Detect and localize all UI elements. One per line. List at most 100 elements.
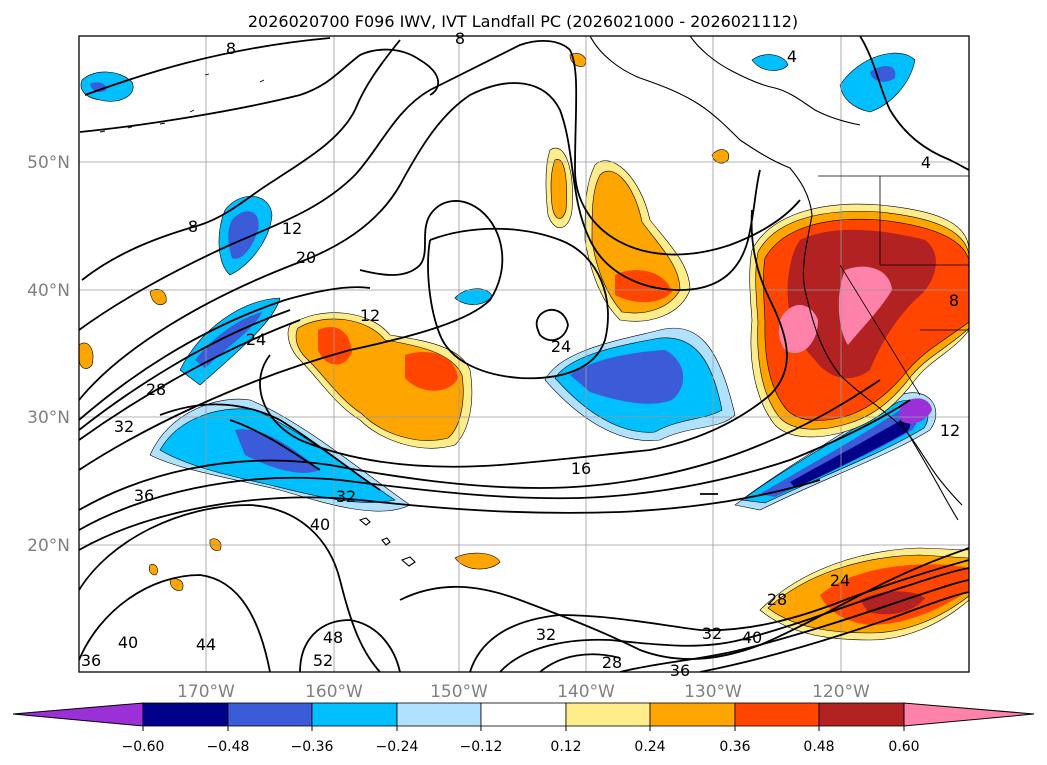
shade-negative-core [870, 66, 896, 82]
map-frame [78, 35, 970, 673]
contour-label-group: 8 8 8 4 4 12 20 12 24 24 28 32 16 36 32 … [81, 29, 960, 680]
shade-positive-core [405, 351, 458, 391]
state-borders [839, 176, 969, 396]
contour-label: 52 [313, 651, 333, 670]
contour-line [859, 36, 969, 171]
contour-label: 40 [742, 628, 762, 647]
contour-line [79, 286, 371, 421]
colorbar-tick-label: −0.48 [207, 739, 250, 755]
baja-coastline [899, 419, 959, 521]
lat-label: 20°N [27, 536, 70, 556]
contour-label: 24 [830, 571, 850, 590]
shade-negative-core [790, 418, 911, 488]
contour-label: 32 [114, 417, 134, 436]
colorbar-segment [311, 702, 398, 727]
colorbar-tick-label: −0.24 [376, 739, 419, 755]
lon-label: 130°W [684, 682, 742, 702]
shade-positive-patch [550, 159, 567, 219]
contour-label: 36 [670, 661, 690, 680]
contour-label: 8 [455, 29, 465, 48]
contour-label: 36 [134, 486, 154, 505]
contour-label: 8 [949, 291, 959, 310]
contour-label: 28 [146, 380, 166, 399]
alaska-coastline [689, 36, 861, 126]
contour-label: 24 [246, 330, 266, 349]
contour-line [79, 574, 271, 672]
contour-label: 24 [551, 337, 571, 356]
contour-lines [79, 36, 969, 672]
lon-label: 140°W [557, 682, 615, 702]
lon-label: 150°W [430, 682, 488, 702]
colorbar-segment [227, 702, 313, 727]
shade-positive-core [778, 305, 818, 354]
lat-label: 50°N [27, 153, 70, 173]
shade-positive-core [318, 326, 352, 365]
contour-line [299, 619, 401, 672]
colorbar-ticks [142, 726, 905, 731]
shade-positive-patch [454, 552, 501, 570]
shade-positive-patch [149, 288, 167, 305]
contour-label: 12 [360, 306, 380, 325]
contour-label: 4 [921, 153, 931, 172]
contour-line [699, 591, 969, 672]
contour-line [79, 39, 801, 331]
contour-label: 12 [282, 219, 302, 238]
aleutian-islands [99, 73, 265, 133]
shade-negative-core [570, 350, 684, 404]
contour-label: 32 [336, 487, 356, 506]
shade-positive-patch [79, 342, 94, 369]
contour-label: 40 [310, 515, 330, 534]
colorbar-segment [480, 702, 567, 727]
coastlines [99, 36, 969, 567]
colorbar-tick-label: 0.60 [888, 739, 919, 755]
shade-negative-patch [839, 52, 916, 113]
contour-line [79, 82, 761, 401]
contour-label: 40 [118, 633, 138, 652]
contour-label: 4 [787, 47, 797, 66]
contour-line [259, 209, 788, 468]
shade-negative-core [760, 409, 917, 497]
shade-positive-patch [711, 149, 730, 164]
contour-line [539, 653, 621, 672]
colorbar-segment [734, 702, 820, 727]
contour-line [84, 37, 331, 96]
contour-label: 48 [323, 628, 343, 647]
contour-line [619, 579, 969, 672]
contour-label: 28 [602, 653, 622, 672]
contour-line [499, 567, 969, 672]
contour-label: 32 [702, 624, 722, 643]
contour-line [427, 227, 609, 380]
colorbar-tick-label: 0.24 [634, 739, 665, 755]
lon-label: 160°W [305, 682, 363, 702]
contour-label: 16 [571, 459, 591, 478]
contour-line [79, 504, 381, 672]
lon-label: 170°W [177, 682, 235, 702]
longitude-labels: 170°W 160°W 150°W 140°W 130°W 120°W [177, 682, 870, 702]
contour-line [535, 308, 569, 342]
colorbar-segment [142, 702, 229, 727]
contour-line [79, 309, 291, 431]
colorbar: −0.60 −0.48 −0.36 −0.24 −0.12 0.12 0.24 … [12, 702, 1035, 755]
colorbar-tick-label: −0.36 [291, 739, 334, 755]
colorbar-tick-label: 0.48 [803, 739, 834, 755]
contour-line [79, 200, 504, 471]
chart-title: 2026020700 F096 IWV, IVT Landfall PC (20… [248, 12, 798, 31]
contour-line [79, 379, 881, 511]
lon-label: 120°W [812, 682, 870, 702]
contour-line [79, 48, 440, 133]
colorbar-tick-labels: −0.60 −0.48 −0.36 −0.24 −0.12 0.12 0.24 … [122, 739, 920, 755]
colorbar-tick-label: 0.36 [719, 739, 750, 755]
latitude-labels: 50°N 40°N 30°N 20°N [27, 153, 70, 556]
shade-negative-core [195, 312, 262, 368]
contour-line [469, 559, 969, 672]
colorbar-segment [649, 702, 736, 727]
hawaii-islands [358, 517, 416, 567]
contour-label: 8 [188, 217, 198, 236]
contour-label: 44 [196, 635, 216, 654]
contour-line [159, 403, 381, 491]
shade-positive-patch [169, 578, 184, 591]
colorbar-segment [565, 702, 651, 727]
shade-negative-core [228, 211, 259, 259]
colorbar-segment [396, 702, 482, 727]
